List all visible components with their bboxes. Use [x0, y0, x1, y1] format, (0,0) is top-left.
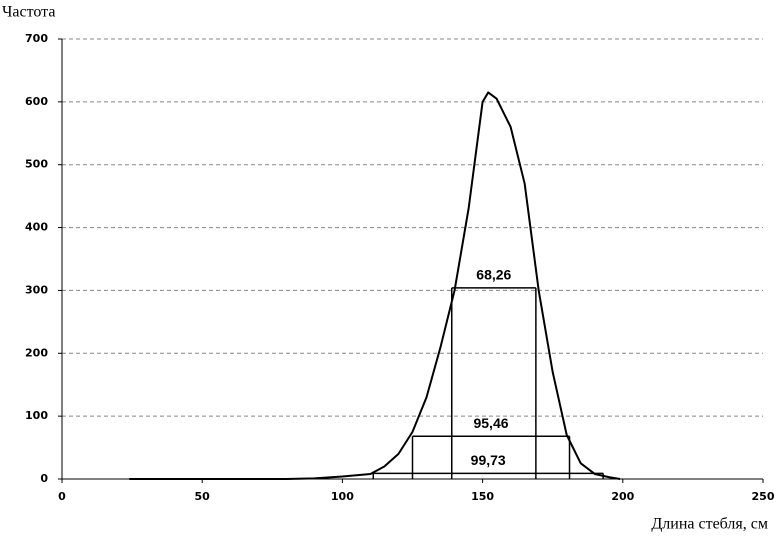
y-tick-label: 300 [25, 283, 48, 296]
x-tick-label: 200 [611, 490, 634, 503]
y-tick-label: 400 [25, 221, 48, 234]
curve [129, 91, 621, 480]
x-axis-label: Длина стебля, см [651, 516, 768, 533]
y-axis-label: Частота [2, 4, 55, 21]
y-tick-label: 100 [25, 409, 48, 422]
interval-label: 95,46 [473, 415, 508, 431]
y-tick-label: 700 [25, 32, 48, 45]
y-tick-label: 600 [25, 95, 48, 108]
x-tick-label: 100 [331, 490, 354, 503]
x-tick-label: 150 [471, 490, 494, 503]
x-tick-label: 0 [58, 490, 66, 503]
interval-label: 68,26 [476, 267, 511, 283]
interval-label: 99,73 [471, 452, 506, 468]
y-tick-label: 200 [25, 346, 48, 359]
x-tick-label: 50 [195, 490, 211, 503]
y-tick-label: 500 [25, 158, 48, 171]
y-tick-label: 0 [40, 472, 48, 485]
x-tick-label: 250 [752, 490, 775, 503]
